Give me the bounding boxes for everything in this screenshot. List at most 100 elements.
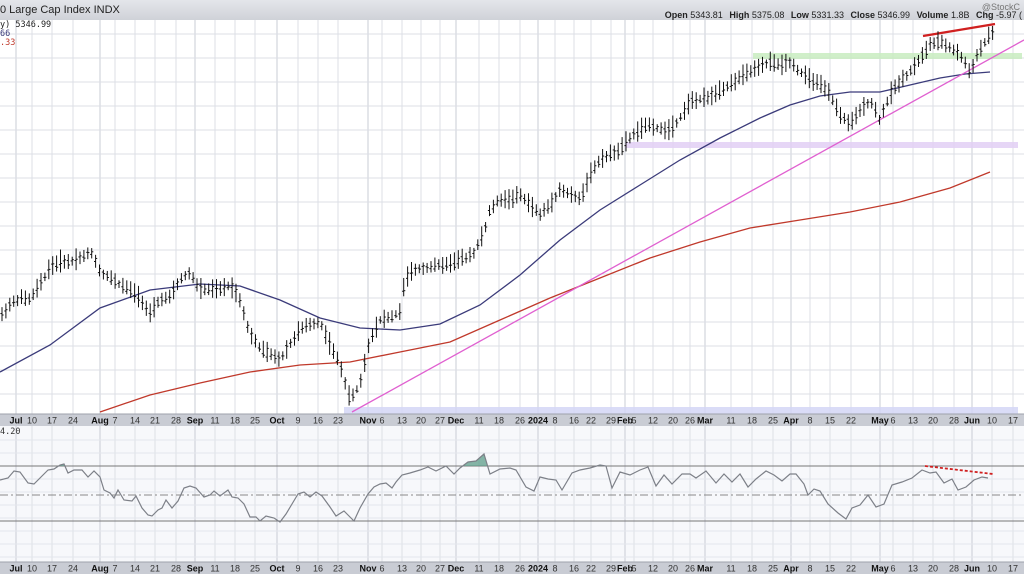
svg-text:22: 22	[586, 564, 596, 574]
x-axis-band-bottom: Jul 10 17 24 Aug 7 14 21 28 Sep 11 18 25 Oct 9 16 23 Nov 6…	[0, 561, 1024, 574]
svg-text:25: 25	[768, 564, 778, 574]
svg-text:Mar: Mar	[697, 564, 714, 574]
svg-text:Jun: Jun	[964, 564, 980, 574]
svg-text:7: 7	[112, 564, 117, 574]
svg-text:24: 24	[68, 416, 78, 426]
svg-text:Jul: Jul	[9, 564, 22, 574]
svg-text:12: 12	[648, 416, 658, 426]
svg-text:14: 14	[130, 564, 140, 574]
high-value: 5375.08	[751, 10, 785, 20]
svg-text:20: 20	[928, 564, 938, 574]
support-zones	[344, 53, 1022, 414]
svg-text:17: 17	[1008, 416, 1018, 426]
svg-text:Mar: Mar	[697, 416, 714, 426]
open-label: Open	[664, 10, 688, 20]
svg-text:11: 11	[210, 564, 219, 574]
svg-text:23: 23	[333, 564, 343, 574]
svg-text:22: 22	[586, 416, 596, 426]
svg-text:Feb: Feb	[617, 416, 634, 426]
svg-text:29: 29	[606, 564, 616, 574]
chg-label: Chg	[975, 10, 994, 20]
svg-text:6: 6	[890, 564, 895, 574]
svg-text:11: 11	[474, 416, 483, 426]
svg-text:20: 20	[416, 416, 426, 426]
svg-text:20: 20	[668, 564, 678, 574]
svg-text:Jun: Jun	[964, 416, 980, 426]
svg-text:Oct: Oct	[269, 416, 284, 426]
svg-text:9: 9	[295, 564, 300, 574]
svg-text:2024: 2024	[528, 416, 548, 426]
high-label: High	[729, 10, 750, 20]
zone	[753, 53, 1022, 59]
svg-text:28: 28	[949, 564, 959, 574]
svg-text:15: 15	[825, 416, 835, 426]
svg-text:16: 16	[569, 416, 579, 426]
svg-text:13: 13	[908, 416, 918, 426]
svg-text:Feb: Feb	[617, 564, 634, 574]
svg-text:25: 25	[250, 564, 260, 574]
legend-price: y) 5346.99	[0, 20, 52, 30]
svg-text:16: 16	[313, 416, 323, 426]
svg-text:28: 28	[171, 564, 181, 574]
svg-text:Nov: Nov	[359, 564, 376, 574]
svg-text:10: 10	[987, 564, 997, 574]
svg-text:16: 16	[313, 564, 323, 574]
svg-text:11: 11	[726, 564, 735, 574]
svg-text:Aug: Aug	[91, 564, 109, 574]
legend-ma200: .33	[0, 38, 16, 48]
svg-text:8: 8	[552, 564, 557, 574]
svg-text:26: 26	[515, 564, 525, 574]
volume-value: 1.8B	[950, 10, 970, 20]
svg-text:29: 29	[606, 416, 616, 426]
svg-text:Oct: Oct	[269, 564, 284, 574]
svg-text:22: 22	[846, 564, 856, 574]
svg-text:Apr: Apr	[783, 564, 799, 574]
chart-title: 0 Large Cap Index INDX	[0, 4, 120, 16]
ohlc-summary: Open 5343.81 High 5375.08 Low 5331.33 Cl…	[661, 10, 1022, 20]
svg-text:26: 26	[515, 416, 525, 426]
svg-text:11: 11	[210, 416, 219, 426]
svg-text:6: 6	[890, 416, 895, 426]
svg-text:Jul: Jul	[9, 416, 22, 426]
svg-text:10: 10	[27, 564, 37, 574]
svg-text:6: 6	[379, 416, 384, 426]
svg-text:16: 16	[569, 564, 579, 574]
svg-text:11: 11	[474, 564, 483, 574]
open-value: 5343.81	[690, 10, 723, 20]
chg-value: -5.97 (	[995, 10, 1022, 20]
svg-text:25: 25	[250, 416, 260, 426]
zone	[625, 142, 1018, 148]
svg-text:18: 18	[747, 416, 757, 426]
svg-text:26: 26	[685, 416, 695, 426]
svg-text:23: 23	[333, 416, 343, 426]
svg-text:17: 17	[1008, 564, 1018, 574]
svg-text:10: 10	[27, 416, 37, 426]
svg-text:8: 8	[807, 416, 812, 426]
svg-text:Dec: Dec	[448, 416, 465, 426]
svg-text:5: 5	[631, 564, 636, 574]
svg-text:15: 15	[825, 564, 835, 574]
svg-text:25: 25	[768, 416, 778, 426]
svg-text:13: 13	[908, 564, 918, 574]
svg-text:8: 8	[807, 564, 812, 574]
svg-text:18: 18	[230, 564, 240, 574]
svg-text:20: 20	[928, 416, 938, 426]
svg-text:13: 13	[397, 564, 407, 574]
svg-text:5: 5	[631, 416, 636, 426]
svg-text:9: 9	[295, 416, 300, 426]
svg-text:13: 13	[397, 416, 407, 426]
rsi-value-label: 4.20	[0, 427, 21, 437]
svg-text:28: 28	[171, 416, 181, 426]
svg-text:10: 10	[987, 416, 997, 426]
svg-text:18: 18	[494, 416, 504, 426]
svg-text:Aug: Aug	[91, 416, 109, 426]
zone	[344, 407, 1018, 414]
svg-text:May: May	[871, 564, 889, 574]
close-value: 5346.99	[877, 10, 911, 20]
svg-text:11: 11	[726, 416, 735, 426]
low-value: 5331.33	[811, 10, 844, 20]
svg-text:8: 8	[552, 416, 557, 426]
svg-text:Dec: Dec	[448, 564, 465, 574]
svg-text:18: 18	[494, 564, 504, 574]
svg-text:Apr: Apr	[783, 416, 799, 426]
